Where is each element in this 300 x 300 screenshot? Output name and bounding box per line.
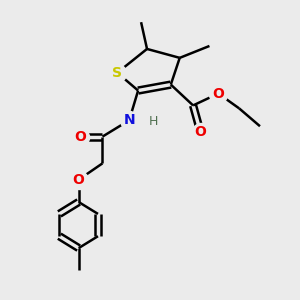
Text: O: O <box>195 125 206 139</box>
Text: H: H <box>148 115 158 128</box>
Text: O: O <box>74 130 86 144</box>
Text: O: O <box>212 86 224 100</box>
Text: S: S <box>112 66 122 80</box>
Text: O: O <box>73 173 85 187</box>
Text: N: N <box>123 113 135 127</box>
